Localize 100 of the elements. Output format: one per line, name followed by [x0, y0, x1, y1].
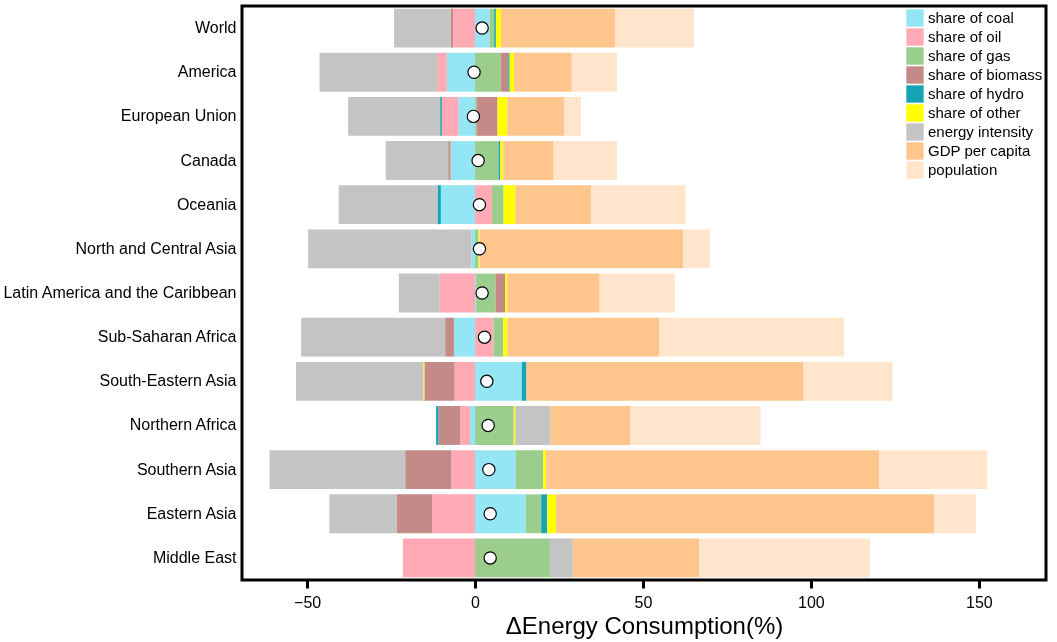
bar [432, 494, 476, 534]
bar [515, 406, 551, 445]
bar [505, 273, 508, 313]
bar [441, 96, 459, 136]
point [472, 242, 487, 256]
bar [549, 538, 573, 578]
bar [479, 229, 683, 269]
bar [470, 406, 476, 445]
point [471, 153, 485, 168]
bar [507, 273, 600, 313]
x-tick-label: 150 [965, 593, 993, 611]
bar [803, 361, 893, 401]
bar [453, 317, 476, 357]
bar [547, 494, 557, 534]
bar [437, 185, 441, 225]
legend-label: share of hydro [928, 85, 1024, 102]
bar [571, 52, 618, 92]
bar [405, 450, 452, 490]
bar [659, 317, 845, 357]
bar [525, 494, 542, 534]
bar [550, 406, 631, 445]
bar [572, 538, 700, 578]
bar [385, 141, 449, 180]
bar [475, 494, 526, 534]
bar [515, 185, 591, 225]
x-tick-label: 0 [471, 593, 481, 611]
bar [308, 229, 472, 269]
bar [500, 8, 616, 48]
legend-label: GDP per capita [928, 142, 1031, 159]
bar [438, 406, 461, 445]
bar [590, 185, 686, 225]
x-tick-label: −50 [294, 593, 322, 611]
bar [682, 229, 710, 269]
legend-label: energy intensity [928, 123, 1034, 140]
bar [446, 52, 476, 92]
bar [615, 8, 695, 48]
bar [329, 494, 397, 534]
bar [402, 538, 476, 578]
bar [699, 538, 871, 578]
bar [509, 52, 515, 92]
bar [450, 141, 476, 180]
point [483, 551, 497, 565]
bar [475, 361, 522, 401]
bar [503, 141, 554, 180]
bar [269, 450, 406, 490]
bar [338, 185, 438, 225]
bar [515, 450, 544, 490]
bar [564, 96, 581, 136]
x-tick-label: 100 [798, 593, 825, 611]
y-tick-label: Southern Asia [136, 460, 237, 478]
bar [934, 494, 976, 534]
y-tick-label: Eastern Asia [146, 504, 237, 522]
bar [475, 52, 501, 92]
bar [394, 8, 451, 48]
bar [439, 273, 476, 313]
bar [507, 96, 565, 136]
bar [495, 273, 506, 313]
bar [348, 96, 441, 136]
legend-label: share of other [928, 104, 1021, 121]
bar [454, 361, 476, 401]
bar [471, 229, 476, 269]
bar [445, 317, 454, 357]
legend-label: share of biomass [928, 66, 1043, 83]
bar [493, 317, 504, 357]
bar [541, 494, 548, 534]
bar [630, 406, 761, 445]
y-tick-label: Sub-Saharan Africa [97, 328, 237, 346]
y-tick-label: World [195, 19, 237, 37]
bar [476, 96, 498, 136]
bar [453, 8, 476, 48]
y-tick-label: Middle East [152, 548, 238, 566]
y-tick-label: America [177, 63, 237, 81]
y-tick-label: Latin America and the Caribbean [3, 284, 237, 301]
bar [491, 185, 504, 225]
bar [503, 317, 508, 357]
y-tick-label: European Union [120, 107, 237, 125]
legend-label: share of oil [928, 28, 1002, 45]
bar [475, 538, 550, 578]
bar [398, 273, 440, 313]
x-tick-label: 50 [634, 593, 653, 611]
bar [440, 185, 476, 225]
legend-label: share of gas [928, 47, 1011, 64]
y-tick-label: Canada [180, 151, 237, 169]
bar [437, 52, 447, 92]
y-tick-label: South-Eastern Asia [99, 372, 237, 390]
bar [475, 406, 514, 445]
bar [526, 361, 804, 401]
bar [553, 141, 618, 180]
bar [319, 52, 438, 92]
bar [507, 317, 660, 357]
bar [879, 450, 988, 490]
bar [460, 406, 471, 445]
y-tick-label: Oceania [176, 195, 237, 213]
bar [599, 273, 675, 313]
point [483, 507, 497, 521]
point [480, 374, 494, 389]
y-tick-label: Northern Africa [129, 416, 237, 434]
bar [500, 52, 509, 92]
bar [495, 8, 501, 48]
bar [296, 361, 424, 401]
